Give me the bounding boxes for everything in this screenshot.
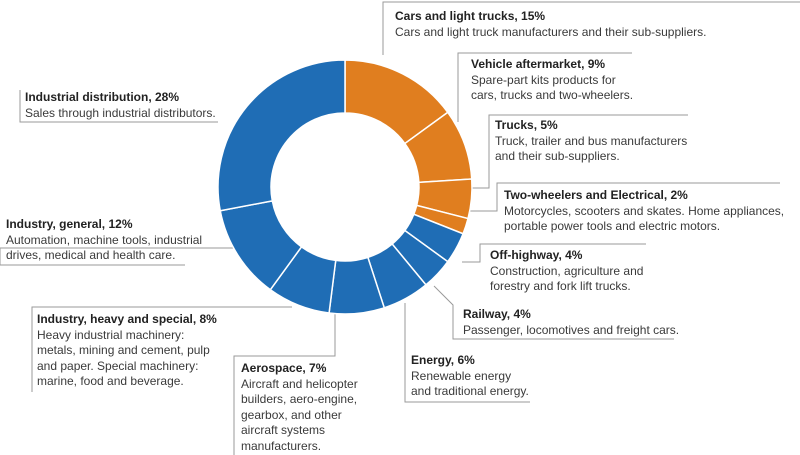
label-railway: Railway, 4% Passenger, locomotives and f… xyxy=(463,307,679,338)
label-vehicle-aftermarket: Vehicle aftermarket, 9% Spare-part kits … xyxy=(471,57,633,104)
segment-description: Renewable energy and traditional energy. xyxy=(411,368,529,399)
leader-line xyxy=(31,306,292,392)
label-two-wheelers-electrical: Two-wheelers and Electrical, 2% Motorcyc… xyxy=(504,188,784,235)
segment-title: Energy, 6% xyxy=(411,353,475,367)
segment-title: Industry, heavy and special, 8% xyxy=(37,312,217,326)
leader-line xyxy=(382,1,800,55)
segment-title: Industry, general, 12% xyxy=(6,217,133,231)
segment-description: Automation, machine tools, industrial dr… xyxy=(6,232,203,263)
segment-description: Truck, trailer and bus manufacturers and… xyxy=(495,133,688,164)
leader-line xyxy=(463,114,688,189)
segment-description: Cars and light truck manufacturers and t… xyxy=(395,24,707,39)
label-energy: Energy, 6% Renewable energy and traditio… xyxy=(411,353,529,400)
leader-line xyxy=(462,243,646,263)
leader-line xyxy=(433,285,674,340)
leader-line xyxy=(19,90,218,123)
leader-line xyxy=(233,312,336,455)
segment-title: Industrial distribution, 28% xyxy=(25,90,180,104)
segment-description: Sales through industrial distributors. xyxy=(25,105,216,120)
segment-description: Construction, agriculture and forestry a… xyxy=(490,263,644,294)
label-off-highway: Off-highway, 4% Construction, agricultur… xyxy=(490,248,643,295)
segment-title: Aerospace, 7% xyxy=(241,361,327,375)
leader-line xyxy=(457,52,632,122)
segment-title: Trucks, 5% xyxy=(495,118,558,132)
segment-description: Heavy industrial machinery: metals, mini… xyxy=(37,327,210,389)
label-trucks: Trucks, 5% Truck, trailer and bus manufa… xyxy=(495,118,687,165)
leader-line xyxy=(470,182,780,212)
label-aerospace: Aerospace, 7% Aircraft and helicopter bu… xyxy=(241,361,358,454)
label-industrial-distribution: Industrial distribution, 28% Sales throu… xyxy=(25,90,216,121)
segment-description: Passenger, locomotives and freight cars. xyxy=(463,322,680,337)
label-cars-light-trucks: Cars and light trucks, 15% Cars and ligh… xyxy=(395,9,706,40)
segment-description: Aircraft and helicopter builders, aero-e… xyxy=(241,376,358,453)
segment-title: Vehicle aftermarket, 9% xyxy=(471,57,606,71)
donut-slice-industrial-distribution xyxy=(217,59,346,212)
segment-title: Off-highway, 4% xyxy=(490,248,583,262)
label-industry-general: Industry, general, 12% Automation, machi… xyxy=(6,217,202,264)
leader-line xyxy=(0,247,240,266)
leader-line xyxy=(404,303,530,403)
segment-title: Cars and light trucks, 15% xyxy=(395,9,546,23)
label-industry-heavy-special: Industry, heavy and special, 8% Heavy in… xyxy=(37,312,217,390)
segment-title: Two-wheelers and Electrical, 2% xyxy=(504,188,688,202)
segment-description: Spare-part kits products for cars, truck… xyxy=(471,72,634,103)
segment-title: Railway, 4% xyxy=(463,307,531,321)
segment-description: Motorcycles, scooters and skates. Home a… xyxy=(504,203,785,234)
